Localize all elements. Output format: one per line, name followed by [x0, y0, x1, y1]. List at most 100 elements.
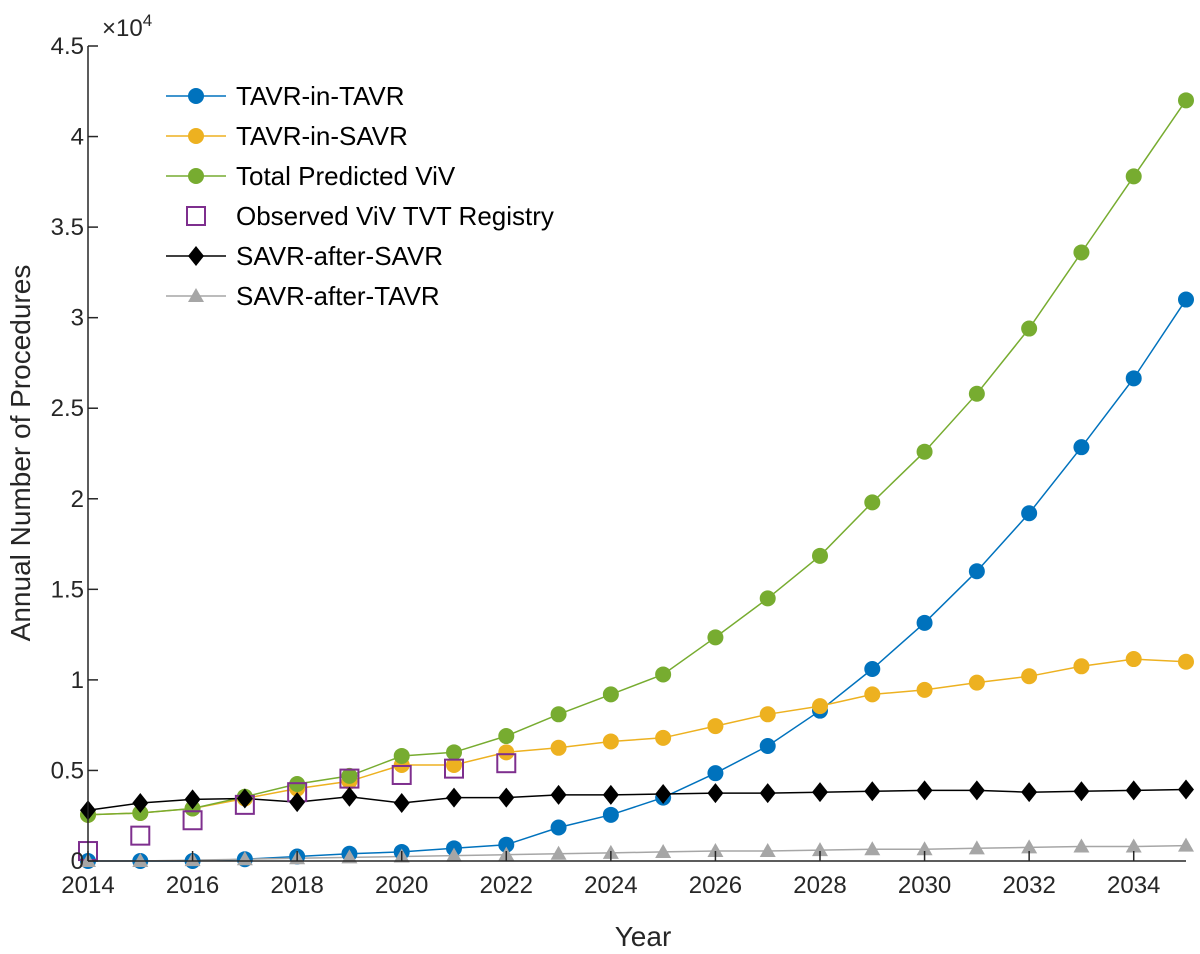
- data-point-tavr-in-savr-2024: [602, 733, 619, 750]
- data-point-savr-after-tavr-2019: [341, 849, 358, 864]
- data-point-savr-after-savr-2017: [236, 788, 253, 809]
- data-point-observed-viv-tvt-registry-2015: [130, 825, 151, 846]
- data-point-total-predicted-viv-2021: [446, 744, 462, 761]
- y-tick-label: 1: [71, 667, 84, 694]
- y-tick-label: 0.5: [51, 757, 84, 784]
- data-point-savr-after-savr-2027: [759, 783, 776, 804]
- x-tick-label: 2034: [1107, 872, 1160, 899]
- data-point-savr-after-tavr-2034: [1125, 838, 1142, 853]
- data-point-tavr-in-tavr-2030: [916, 614, 933, 631]
- data-point-total-predicted-viv-2028: [812, 547, 828, 564]
- data-point-tavr-in-savr-2032: [1021, 668, 1038, 685]
- data-point-total-predicted-viv-2027: [759, 590, 776, 607]
- legend-item-tavr-in-tavr: TAVR-in-TAVR: [166, 81, 405, 111]
- data-point-tavr-in-tavr-2035: [1178, 291, 1194, 308]
- legend-marker: [186, 206, 206, 226]
- y-axis-title: Annual Number of Procedures: [5, 265, 36, 642]
- data-point-savr-after-savr-2024: [602, 784, 619, 805]
- plot-lines: [87, 99, 1187, 862]
- plot-markers: [78, 92, 1194, 869]
- data-point-total-predicted-viv-2019: [341, 767, 358, 784]
- x-tick-label: 2026: [689, 872, 742, 899]
- legend-label: TAVR-in-TAVR: [236, 81, 405, 111]
- legend-item-observed-viv-tvt-registry: Observed ViV TVT Registry: [186, 201, 554, 231]
- data-point-tavr-in-savr-2033: [1073, 658, 1090, 675]
- data-point-total-predicted-viv-2031: [968, 385, 985, 402]
- data-point-tavr-in-savr-2025: [655, 729, 672, 746]
- data-point-total-predicted-viv-2026: [707, 629, 724, 646]
- data-point-savr-after-savr-2026: [707, 783, 724, 804]
- series-line-savr-after-tavr: [88, 844, 1187, 862]
- x-tick-label: 2014: [61, 872, 114, 899]
- legend-label: SAVR-after-SAVR: [236, 241, 443, 271]
- data-point-total-predicted-viv-2023: [550, 706, 567, 723]
- data-point-tavr-in-savr-2034: [1125, 651, 1142, 668]
- data-point-tavr-in-tavr-2027: [759, 737, 776, 754]
- legend-label: Observed ViV TVT Registry: [236, 201, 554, 231]
- data-point-savr-after-tavr-2028: [812, 842, 828, 857]
- legend-item-total-predicted-viv: Total Predicted ViV: [166, 161, 456, 191]
- data-point-savr-after-tavr-2021: [446, 847, 462, 862]
- axes: 0 0.5 1 1.5 2 2.5 3 3.5 4 4.5 2014 2016 2018 2020 2022…: [51, 33, 1186, 899]
- data-point-tavr-in-tavr-2032: [1021, 505, 1038, 522]
- data-point-tavr-in-savr-2029: [864, 686, 881, 703]
- legend-marker: [188, 128, 204, 144]
- x-tick-label: 2022: [480, 872, 533, 899]
- data-point-tavr-in-tavr-2031: [968, 563, 985, 580]
- y-tick-label: 3: [71, 305, 84, 332]
- data-point-savr-after-tavr-2035: [1178, 837, 1194, 852]
- data-point-tavr-in-savr-2035: [1178, 653, 1194, 670]
- data-point-tavr-in-savr-2027: [759, 706, 776, 723]
- data-point-savr-after-savr-2029: [864, 781, 881, 802]
- series-line-total-predicted-viv: [87, 99, 1187, 816]
- x-tick-label: 2024: [584, 872, 637, 899]
- x-axis-title: Year: [615, 921, 672, 952]
- data-point-savr-after-tavr-2027: [759, 843, 776, 858]
- y-tick-label: 4.5: [51, 33, 84, 60]
- data-point-savr-after-savr-2035: [1178, 779, 1194, 800]
- data-point-savr-after-savr-2020: [393, 793, 410, 814]
- data-point-savr-after-tavr-2030: [916, 841, 933, 856]
- data-point-savr-after-savr-2015: [132, 793, 149, 814]
- y-tick-label: 2.5: [51, 395, 84, 422]
- y-tick-label: 4: [71, 124, 84, 151]
- data-point-tavr-in-tavr-2022: [498, 836, 515, 853]
- legend-marker: [188, 88, 204, 104]
- legend: TAVR-in-TAVR TAVR-in-SAVR Total Predicted …: [166, 81, 554, 311]
- x-tick-label: 2018: [270, 872, 323, 899]
- legend-marker: [188, 246, 204, 266]
- data-point-tavr-in-tavr-2034: [1125, 370, 1142, 387]
- data-point-total-predicted-viv-2022: [498, 728, 515, 745]
- data-point-savr-after-savr-2023: [550, 784, 567, 805]
- y-tick-label: 3.5: [51, 214, 84, 241]
- legend-item-savr-after-tavr: SAVR-after-TAVR: [166, 281, 440, 311]
- data-point-savr-after-savr-2030: [916, 780, 933, 801]
- series-line-tavr-in-tavr: [88, 299, 1187, 862]
- data-point-tavr-in-savr-2021: [446, 757, 462, 774]
- data-point-observed-viv-tvt-registry-2020: [391, 764, 412, 785]
- data-point-savr-after-savr-2032: [1021, 782, 1038, 803]
- y-tick-label: 0: [71, 848, 84, 875]
- data-point-tavr-in-savr-2022: [498, 744, 515, 761]
- data-point-savr-after-tavr-2025: [655, 843, 672, 858]
- data-point-total-predicted-viv-2034: [1125, 168, 1142, 185]
- legend-item-savr-after-savr: SAVR-after-SAVR: [166, 241, 443, 271]
- x-tick-label: 2032: [1002, 872, 1055, 899]
- data-point-total-predicted-viv-2029: [864, 494, 881, 511]
- y-tick-label: 1.5: [51, 576, 84, 603]
- x-tick-label: 2030: [898, 872, 951, 899]
- data-point-savr-after-savr-2025: [655, 783, 672, 804]
- data-point-tavr-in-savr-2031: [968, 674, 985, 691]
- data-point-total-predicted-viv-2020: [393, 747, 410, 764]
- data-point-savr-after-tavr-2033: [1073, 838, 1090, 853]
- data-point-tavr-in-tavr-2033: [1073, 439, 1090, 456]
- legend-label: SAVR-after-TAVR: [236, 281, 440, 311]
- data-point-tavr-in-savr-2023: [550, 739, 567, 756]
- data-point-savr-after-tavr-2023: [550, 845, 567, 860]
- data-point-tavr-in-savr-2030: [916, 681, 933, 698]
- data-point-savr-after-savr-2019: [341, 786, 358, 807]
- series-line-tavr-in-savr: [87, 658, 1187, 816]
- legend-label: Total Predicted ViV: [236, 161, 456, 191]
- data-point-savr-after-savr-2022: [498, 787, 515, 808]
